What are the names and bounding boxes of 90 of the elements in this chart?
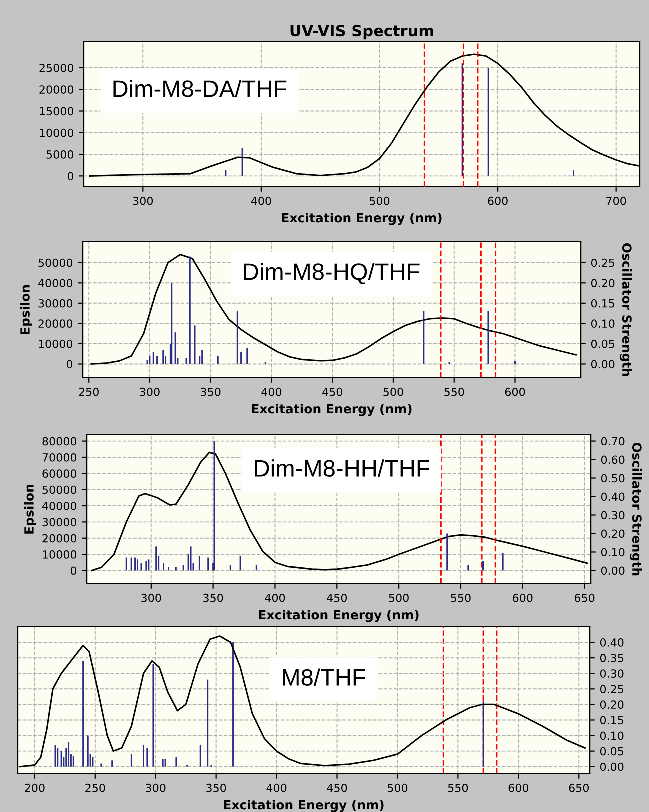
y2-tick-label: 0.35	[600, 654, 624, 662]
y2-tick-label: 0.05	[591, 340, 614, 348]
line-series	[91, 452, 588, 572]
x-tick-label: 400	[262, 388, 282, 396]
y2-tick-label: 0.10	[601, 548, 625, 557]
x-tick-label: 200	[25, 784, 45, 792]
y-tick-label: 20000	[38, 320, 73, 328]
x-tick-label: 400	[266, 784, 287, 792]
y2-tick-label: 0.10	[600, 732, 624, 740]
y-tick-label: 60000	[42, 470, 77, 478]
y2-tick-label: 0.25	[591, 258, 614, 268]
x-tick-label: 550	[448, 784, 468, 792]
x-axis-title: Excitation Energy (nm)	[259, 610, 419, 622]
x-tick-label: 300	[146, 784, 166, 792]
y2-tick-label: 0.25	[600, 685, 624, 694]
x-tick-label: 300	[133, 196, 154, 206]
y-tick-label: 20000	[40, 86, 74, 94]
y2-tick-label: 0.40	[601, 492, 625, 502]
y-tick-label: 10000	[39, 340, 73, 348]
y2-tick-label: 0.00	[600, 762, 624, 772]
x-tick-label: 250	[79, 388, 99, 396]
x-tick-label: 600	[508, 784, 529, 792]
annotation: Dim-M8-HQ/THF	[244, 262, 420, 285]
y2-tick-label: 0.00	[591, 360, 615, 369]
y2-tick-label: 0.20	[600, 700, 624, 710]
x-tick-label: 500	[370, 196, 390, 206]
x-axis-title: Excitation Energy (nm)	[224, 800, 384, 812]
y2-tick-label: 0.05	[600, 747, 624, 756]
y-tick-label: 30000	[42, 518, 77, 527]
x-axis-title: Excitation Energy (nm)	[282, 213, 442, 226]
y-tick-label: 50000	[42, 486, 77, 494]
y-tick-label: 70000	[42, 453, 77, 462]
x-tick-label: 400	[251, 196, 272, 206]
x-tick-label: 400	[265, 594, 286, 602]
x-tick-label: 350	[201, 388, 221, 396]
annotation: M8/THF	[283, 668, 366, 686]
x-tick-label: 550	[451, 594, 471, 602]
x-tick-label: 500	[384, 388, 404, 396]
x-tick-label: 450	[322, 388, 342, 396]
y-tick-label: 20000	[42, 534, 77, 543]
y2-tick-label: 0.15	[591, 299, 614, 308]
x-tick-label: 650	[569, 784, 589, 792]
x-tick-label: 600	[488, 196, 508, 206]
x-tick-label: 350	[204, 594, 224, 602]
y-tick-label: 80000	[42, 437, 77, 446]
x-tick-label: 300	[140, 388, 160, 396]
chart-title: UV-VIS Spectrum	[290, 25, 434, 40]
y2-tick-label: 0.20	[601, 530, 625, 538]
y2-tick-label: 0.40	[600, 638, 624, 647]
y2-tick-label: 0.00	[601, 566, 625, 576]
y-tick-label: 40000	[38, 279, 73, 288]
x-tick-label: 600	[505, 388, 526, 396]
x-axis-title: Excitation Energy (nm)	[252, 404, 412, 416]
y-axis-title: Epsilon	[20, 285, 32, 334]
x-tick-label: 500	[388, 784, 408, 792]
x-tick-label: 300	[142, 594, 162, 602]
y-tick-label: 25000	[40, 64, 74, 72]
x-tick-label: 600	[513, 594, 533, 602]
y2-tick-label: 0.10	[591, 320, 615, 328]
y-tick-label: 40000	[42, 502, 77, 510]
y-tick-label: 30000	[38, 299, 73, 308]
y2-axis-title: Oscillator Strength	[620, 244, 632, 376]
y2-tick-label: 0.30	[600, 670, 624, 678]
y2-tick-label: 0.60	[601, 456, 625, 464]
x-tick-label: 700	[606, 196, 626, 206]
y2-tick-label: 0.30	[601, 511, 625, 520]
x-tick-label: 350	[206, 784, 226, 792]
x-tick-label: 500	[389, 594, 409, 602]
y-tick-label: 0	[68, 172, 74, 181]
y-tick-label: 50000	[38, 258, 73, 268]
y2-tick-label: 0.70	[601, 437, 625, 446]
y2-tick-label: 0.50	[601, 474, 625, 483]
y-tick-label: 10000	[40, 128, 74, 138]
y2-axis-title: Oscillator Strength	[630, 443, 642, 576]
x-tick-label: 450	[327, 594, 348, 602]
annotation: Dim-M8-HH/THF	[255, 460, 430, 477]
x-tick-label: 450	[327, 784, 348, 792]
x-tick-label: 250	[86, 784, 106, 792]
y-tick-label: 0	[70, 566, 77, 576]
y-tick-label: 5000	[46, 150, 74, 159]
y-tick-label: 15000	[40, 107, 74, 116]
line-series	[90, 254, 577, 365]
x-tick-label: 550	[444, 388, 464, 396]
y-tick-label: 0	[66, 360, 73, 369]
annotation: Dim-M8-DA/THF	[114, 80, 287, 98]
y2-tick-label: 0.20	[591, 279, 615, 288]
y-tick-label: 10000	[43, 550, 77, 559]
y-axis-title: Epsilon	[24, 484, 36, 534]
y2-tick-label: 0.15	[600, 716, 624, 725]
x-tick-label: 650	[574, 594, 595, 602]
